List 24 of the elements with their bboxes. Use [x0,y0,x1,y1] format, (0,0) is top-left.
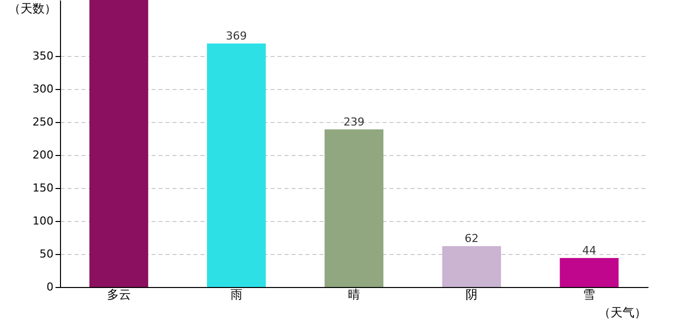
bar [207,44,266,287]
bar [89,0,148,287]
y-tick-label: 300 [32,82,54,96]
y-tick-label: 0 [46,280,54,294]
data-label: 44 [582,244,596,257]
x-tick-label: 雨 [230,288,242,302]
data-label: 239 [344,115,364,128]
y-tick-label: 150 [32,182,54,195]
x-tick-label: 阴 [466,288,478,302]
data-label: 62 [464,232,479,246]
x-axis-title: （天气） [598,306,646,320]
x-tick-label: 多云 [106,288,131,302]
bar [442,246,501,287]
y-tick-label: 50 [40,248,54,261]
bar [560,258,619,287]
x-tick-label: 晴 [348,288,360,302]
y-axis-title: （天数） [8,2,56,16]
y-tick-label: 100 [32,214,54,228]
y-tick-label: 250 [32,116,54,129]
data-label: 369 [226,30,247,43]
y-tick-label: 200 [32,148,54,162]
x-tick-label: 雪 [583,288,596,302]
y-tick-label: 350 [32,50,54,63]
bar [324,129,384,287]
